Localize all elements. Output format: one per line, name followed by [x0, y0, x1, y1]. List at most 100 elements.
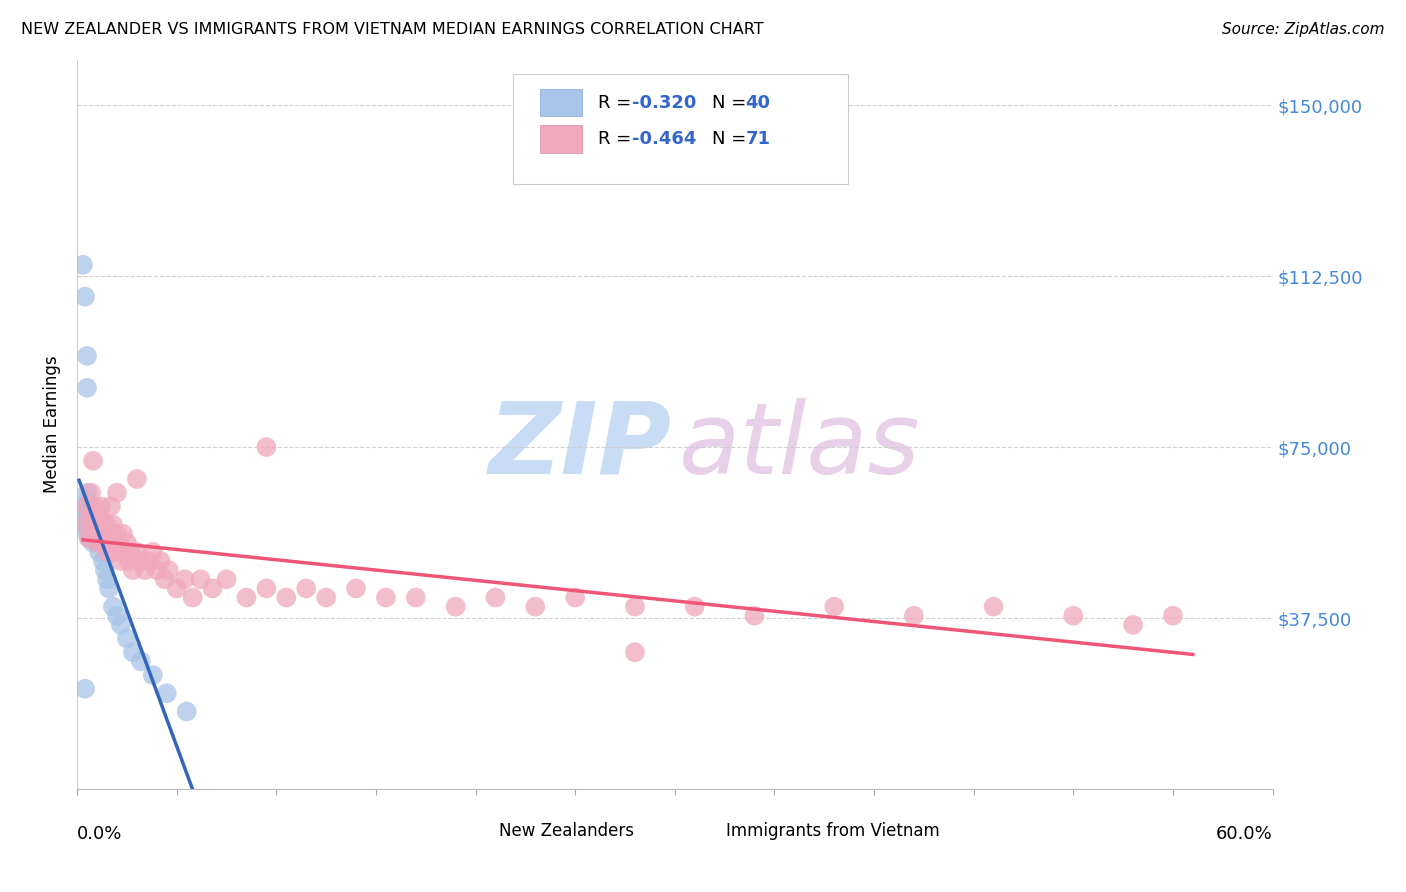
Point: [77, 508, 100, 523]
Point: [87, 545, 110, 559]
Point: [295, 582, 318, 596]
Point: [98, 531, 121, 545]
Point: [374, 591, 396, 605]
Point: [111, 526, 134, 541]
Point: [101, 536, 124, 550]
Text: ZIP: ZIP: [488, 398, 671, 495]
Point: [90, 500, 112, 514]
Point: [77, 500, 100, 514]
Point: [823, 599, 845, 614]
Point: [76, 381, 98, 395]
Text: R =: R =: [599, 94, 637, 112]
Point: [77, 531, 100, 545]
Point: [76, 517, 98, 532]
Point: [190, 572, 212, 586]
Point: [77, 531, 100, 545]
Point: [80, 508, 103, 523]
Point: [105, 526, 128, 541]
Y-axis label: Median Earnings: Median Earnings: [44, 356, 60, 493]
Point: [176, 705, 198, 719]
Point: [72, 258, 94, 272]
Point: [129, 554, 152, 568]
Point: [444, 599, 467, 614]
Point: [80, 517, 103, 532]
Text: 71: 71: [745, 130, 770, 148]
Point: [1161, 608, 1184, 623]
Point: [82, 517, 104, 532]
Point: [72, 517, 94, 532]
Point: [82, 454, 104, 468]
Point: [108, 536, 131, 550]
Point: [983, 599, 1005, 614]
Point: [181, 591, 204, 605]
Point: [80, 531, 103, 545]
Point: [114, 545, 136, 559]
Point: [73, 500, 96, 514]
Point: [72, 522, 94, 536]
Point: [96, 572, 118, 586]
Point: [76, 508, 98, 523]
Point: [98, 582, 121, 596]
Point: [70, 508, 93, 523]
Point: [76, 495, 98, 509]
Point: [903, 608, 925, 623]
Text: -0.320: -0.320: [631, 94, 696, 112]
Point: [564, 591, 586, 605]
Point: [153, 572, 176, 586]
Point: [73, 290, 96, 304]
Point: [405, 591, 427, 605]
Point: [90, 531, 112, 545]
Point: [524, 599, 547, 614]
Point: [115, 536, 138, 550]
Point: [82, 522, 104, 536]
Point: [101, 599, 124, 614]
Point: [235, 591, 257, 605]
FancyBboxPatch shape: [686, 821, 720, 842]
Point: [344, 582, 367, 596]
Point: [87, 508, 110, 523]
Point: [125, 472, 148, 486]
Text: NEW ZEALANDER VS IMMIGRANTS FROM VIETNAM MEDIAN EARNINGS CORRELATION CHART: NEW ZEALANDER VS IMMIGRANTS FROM VIETNAM…: [21, 22, 763, 37]
Point: [84, 526, 107, 541]
Point: [73, 508, 96, 523]
Point: [84, 508, 107, 523]
Point: [1122, 618, 1144, 632]
Text: 0.0%: 0.0%: [77, 825, 122, 844]
Point: [156, 686, 179, 700]
Point: [110, 554, 132, 568]
Point: [744, 608, 766, 623]
Point: [118, 554, 141, 568]
Point: [73, 517, 96, 532]
Point: [115, 632, 138, 646]
Point: [101, 517, 124, 532]
Point: [110, 618, 132, 632]
Point: [77, 517, 100, 532]
Text: New Zealanders: New Zealanders: [499, 822, 634, 840]
Text: Immigrants from Vietnam: Immigrants from Vietnam: [727, 822, 941, 840]
Point: [91, 554, 114, 568]
Point: [86, 517, 108, 532]
Point: [76, 485, 98, 500]
Point: [138, 554, 160, 568]
Text: N =: N =: [711, 94, 752, 112]
Text: -0.464: -0.464: [631, 130, 696, 148]
Text: Source: ZipAtlas.com: Source: ZipAtlas.com: [1222, 22, 1385, 37]
Point: [683, 599, 706, 614]
Point: [73, 681, 96, 696]
Text: 40: 40: [745, 94, 770, 112]
Point: [276, 591, 298, 605]
Point: [201, 582, 224, 596]
Point: [84, 526, 107, 541]
Point: [86, 517, 108, 532]
Point: [624, 645, 647, 659]
Point: [91, 517, 114, 532]
Point: [142, 668, 165, 682]
Text: R =: R =: [599, 130, 637, 148]
Text: atlas: atlas: [678, 398, 920, 495]
Point: [84, 500, 107, 514]
Point: [91, 536, 114, 550]
Point: [76, 349, 98, 363]
Point: [73, 517, 96, 532]
Point: [484, 591, 506, 605]
Point: [80, 508, 103, 523]
